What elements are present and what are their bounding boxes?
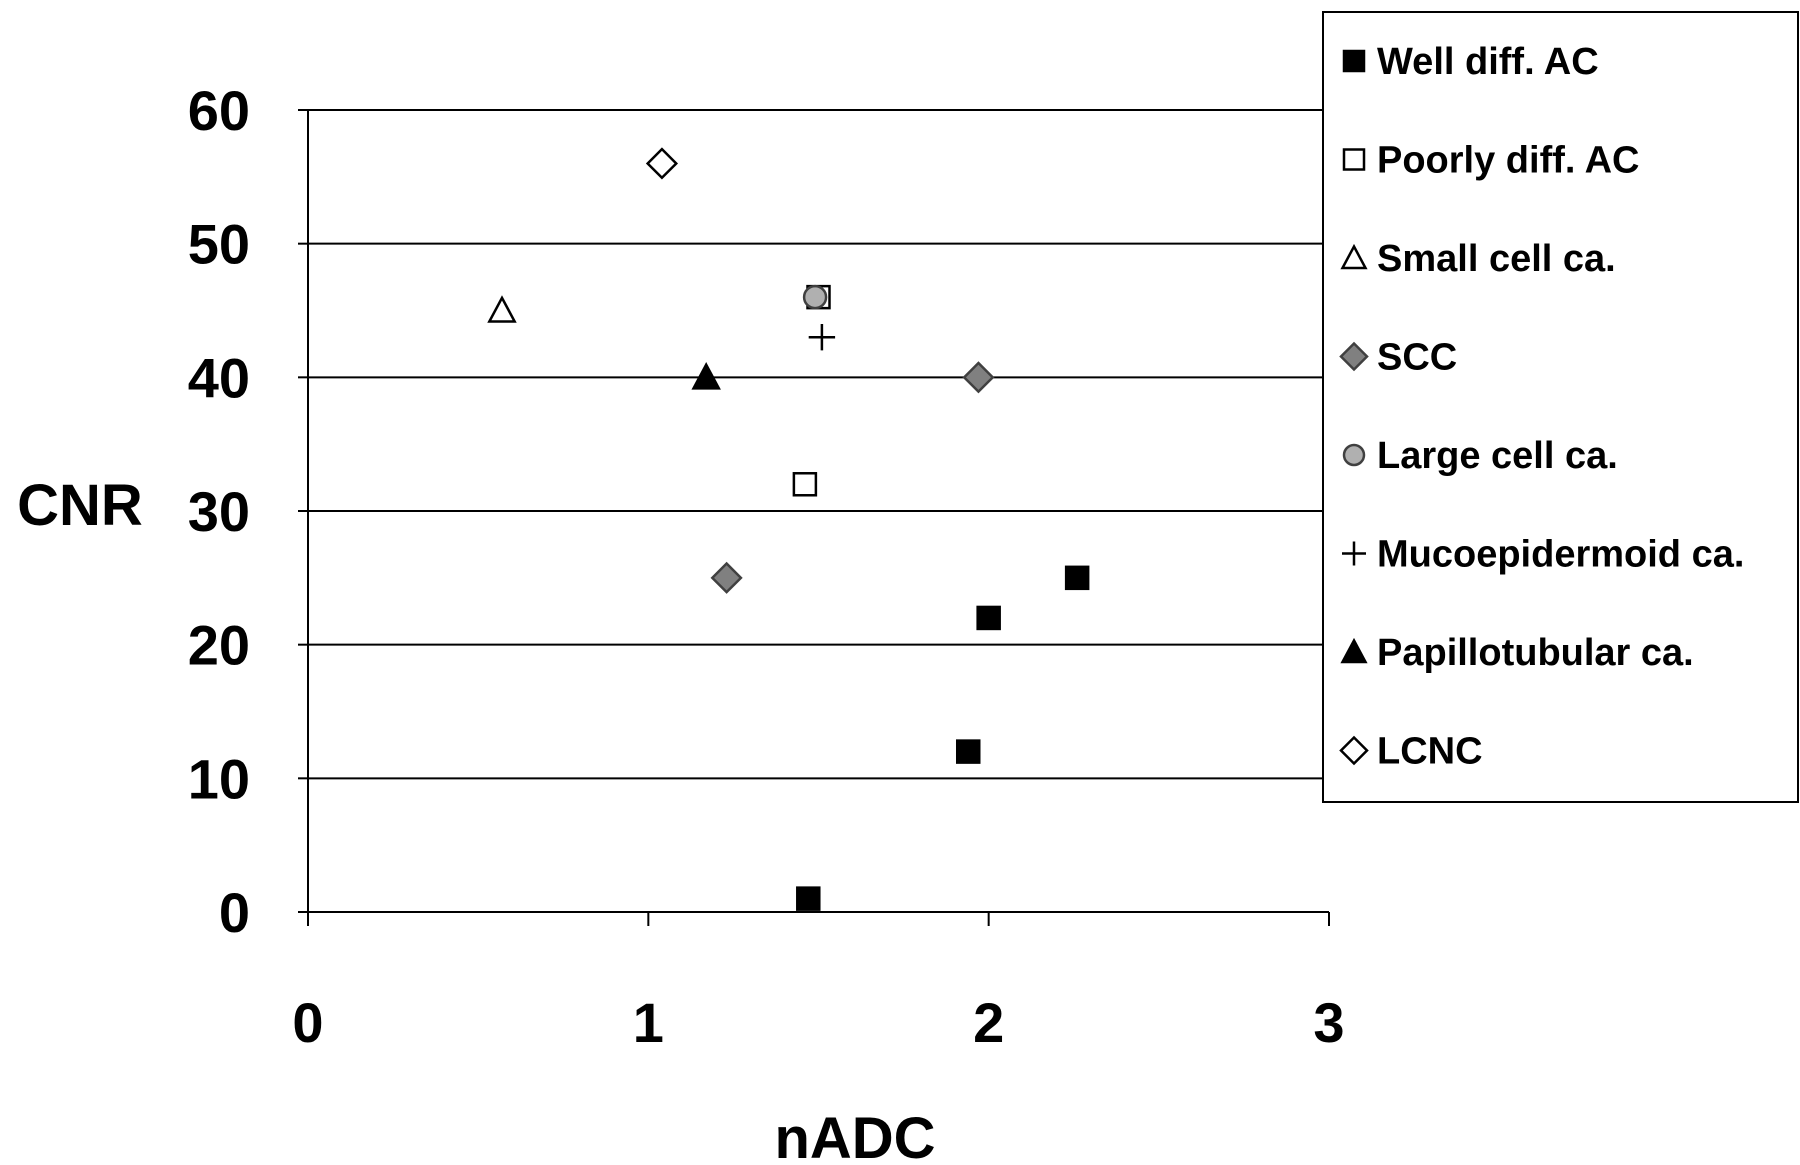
legend-label: LCNC: [1377, 731, 1483, 773]
legend-marker: [1342, 49, 1366, 73]
data-points: [487, 147, 1090, 911]
legend-marker: [1340, 637, 1368, 664]
data-point-well-diff-ac: [1064, 565, 1090, 591]
y-tick-label: 0: [219, 881, 250, 944]
legend-marker: [1342, 148, 1366, 171]
data-point-scc: [962, 361, 995, 394]
data-point-well-diff-ac: [796, 886, 821, 911]
data-point-well-diff-ac: [976, 605, 1001, 631]
data-point-papillotubular-ca: [691, 362, 721, 390]
x-tick-labels: 0 1 2 3: [292, 991, 1344, 1054]
data-point-lcnc: [645, 147, 679, 180]
y-axis-title: CNR: [17, 473, 143, 538]
legend-label: SCC: [1377, 337, 1457, 379]
x-tick-label: 0: [292, 991, 323, 1054]
legend-label: Mucoepidermoid ca.: [1377, 534, 1744, 576]
legend-marker: [1339, 341, 1369, 372]
gridlines: [308, 109, 1329, 780]
y-tick-label: 30: [188, 480, 250, 543]
legend-marker: [1342, 443, 1366, 467]
data-point-mucoepidermoid-ca: [808, 324, 836, 351]
x-axis-title: nADC: [774, 1106, 935, 1165]
legend-label: Poorly diff. AC: [1377, 140, 1639, 182]
data-point-well-diff-ac: [955, 739, 981, 764]
y-tick-label: 20: [188, 614, 250, 677]
y-tick-labels: 0 10 20 30 40 50 60: [188, 79, 250, 944]
legend-marker: [1340, 243, 1368, 270]
data-point-poorly-diff-ac: [792, 472, 818, 497]
legend-label: Small cell ca.: [1377, 238, 1616, 280]
x-tick-label: 1: [633, 991, 664, 1054]
data-point-large-cell-ca: [802, 284, 828, 310]
data-point-small-cell-ca: [487, 295, 517, 323]
legend-label: Well diff. AC: [1377, 41, 1599, 83]
legend-label: Papillotubular ca.: [1377, 632, 1694, 674]
x-tick-label: 2: [973, 991, 1004, 1054]
x-tick-label: 3: [1313, 991, 1344, 1054]
y-tick-label: 60: [188, 79, 250, 142]
legend-label: Large cell ca.: [1377, 435, 1618, 477]
legend-marker: [1342, 541, 1366, 566]
axes: [298, 109, 1330, 926]
y-tick-label: 50: [188, 213, 250, 276]
legend: Well diff. AC Poorly diff. AC Small cell c…: [1322, 11, 1799, 803]
legend-box: [1322, 11, 1799, 803]
y-tick-label: 10: [188, 747, 250, 810]
legend-marker: [1339, 735, 1369, 766]
data-point-scc: [710, 561, 743, 594]
y-tick-label: 40: [188, 346, 250, 409]
